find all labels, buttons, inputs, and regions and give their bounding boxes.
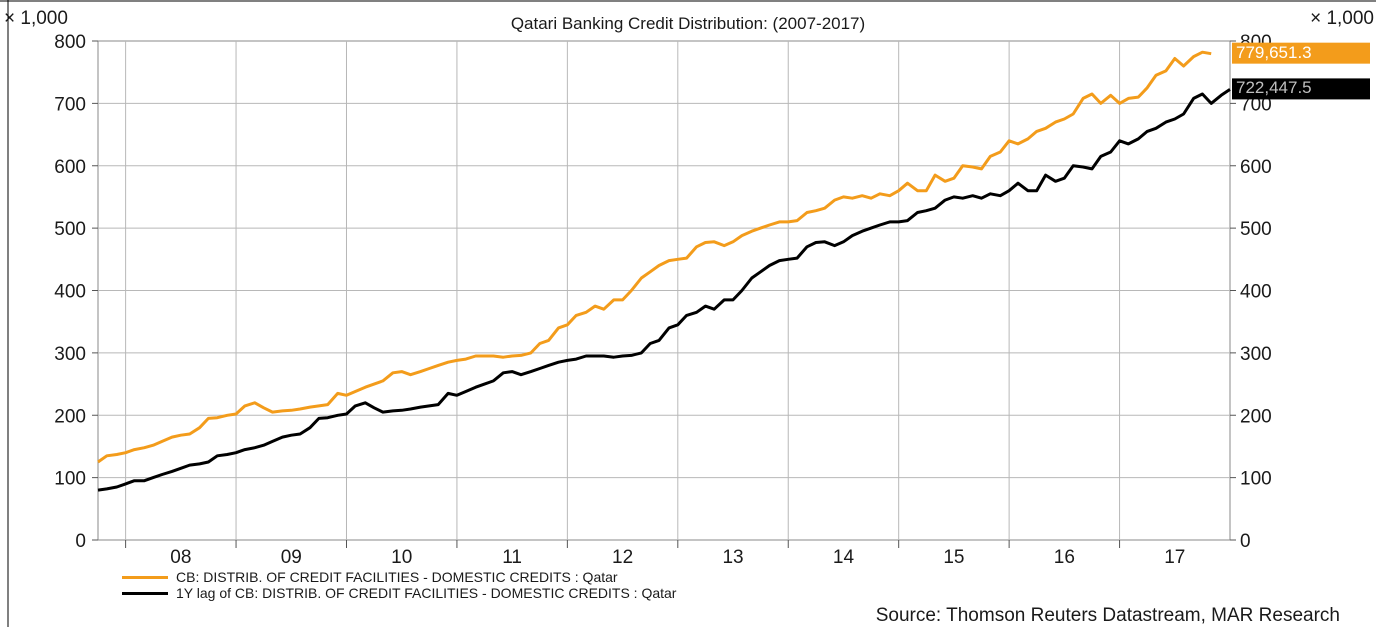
legend-label: CB: DISTRIB. OF CREDIT FACILITIES - DOME… xyxy=(176,569,618,585)
y-tick-label-left: 800 xyxy=(54,32,86,53)
x-tick-label: 12 xyxy=(612,547,633,568)
y-tick-label-right: 0 xyxy=(1240,531,1251,552)
x-tick-label: 09 xyxy=(281,547,302,568)
y-tick-label-left: 200 xyxy=(54,406,86,427)
legend-item-series-1: CB: DISTRIB. OF CREDIT FACILITIES - DOME… xyxy=(122,569,618,585)
last-value-tag-black: 722,447.5 xyxy=(1236,78,1312,98)
y-tick-label-right: 300 xyxy=(1240,344,1272,365)
last-value-tag-bg-black xyxy=(1232,78,1370,100)
right-axis-unit: × 1,000 xyxy=(1310,8,1374,29)
y-tick-label-right: 400 xyxy=(1240,282,1272,303)
y-tick-label-left: 100 xyxy=(54,469,86,490)
x-tick-label: 17 xyxy=(1164,547,1185,568)
y-tick-label-left: 600 xyxy=(54,157,86,178)
legend-swatch-orange xyxy=(122,575,168,579)
x-tick-label: 11 xyxy=(502,547,522,568)
y-tick-label-left: 500 xyxy=(54,219,86,240)
last-value-tag-orange: 779,651.3 xyxy=(1236,42,1312,62)
x-tick-label: 15 xyxy=(943,547,964,568)
source-note: Source: Thomson Reuters Datastream, MAR … xyxy=(875,605,1340,626)
series-line-black xyxy=(97,88,1231,492)
x-tick-label: 08 xyxy=(170,547,191,568)
legend-item-series-2: 1Y lag of CB: DISTRIB. OF CREDIT FACILIT… xyxy=(122,585,676,601)
last-value-tag-bg-orange xyxy=(1232,42,1370,64)
left-axis-unit: × 1,000 xyxy=(4,8,68,29)
series-line-orange xyxy=(97,50,1212,464)
y-tick-label-right: 200 xyxy=(1240,406,1272,427)
legend-label: 1Y lag of CB: DISTRIB. OF CREDIT FACILIT… xyxy=(176,585,677,601)
chart-title: Qatari Banking Credit Distribution: (200… xyxy=(510,14,866,33)
y-tick-label-left: 700 xyxy=(54,94,86,115)
legend-swatch-black xyxy=(122,591,168,595)
y-tick-label-left: 400 xyxy=(54,282,86,303)
x-tick-label: 13 xyxy=(722,547,743,568)
y-tick-label-right: 500 xyxy=(1240,219,1272,240)
x-tick-label: 10 xyxy=(391,547,412,568)
y-tick-label-right: 600 xyxy=(1240,157,1272,178)
y-tick-label-left: 0 xyxy=(75,531,86,552)
y-tick-label-left: 300 xyxy=(54,344,86,365)
y-tick-label-right: 700 xyxy=(1240,94,1272,115)
y-tick-label-right: 100 xyxy=(1240,469,1272,490)
x-tick-label: 14 xyxy=(833,547,855,568)
x-tick-label: 16 xyxy=(1054,547,1075,568)
